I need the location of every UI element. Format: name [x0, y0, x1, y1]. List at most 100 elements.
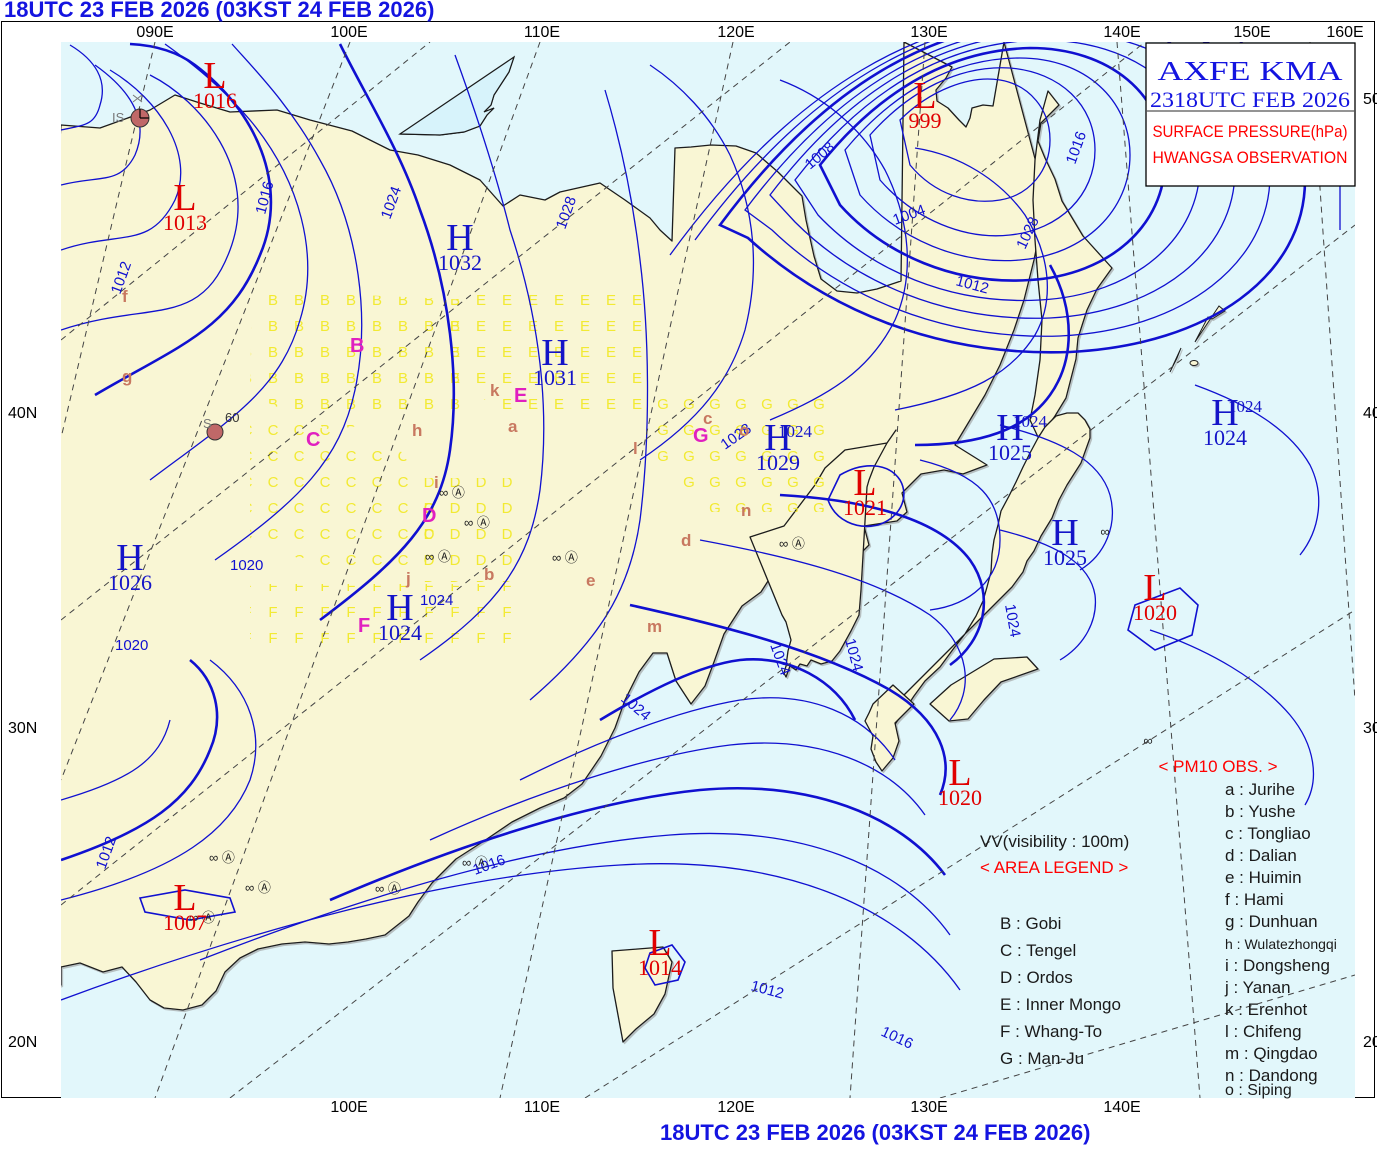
svg-text:∞: ∞: [1143, 733, 1152, 748]
svg-text:1020: 1020: [115, 637, 148, 654]
svg-text:1020: 1020: [230, 557, 263, 574]
svg-text:F : Whang-To: F : Whang-To: [1000, 1022, 1102, 1041]
svg-text:1014: 1014: [638, 955, 682, 980]
svg-text:1032: 1032: [438, 250, 482, 275]
svg-text:1024: 1024: [1203, 425, 1247, 450]
svg-text:k : Erenhot: k : Erenhot: [1225, 1000, 1307, 1019]
svg-text:E : Inner Mongo: E : Inner Mongo: [1000, 995, 1121, 1014]
svg-text:b: b: [484, 565, 494, 584]
svg-text:1025: 1025: [1043, 545, 1087, 570]
svg-text:SURFACE PRESSURE(hPa): SURFACE PRESSURE(hPa): [1153, 122, 1348, 141]
svg-text:40N: 40N: [8, 405, 37, 422]
svg-text:1024: 1024: [378, 620, 422, 645]
svg-text:100E: 100E: [330, 1099, 367, 1116]
svg-text:1020: 1020: [1133, 600, 1177, 625]
svg-text:l : Chifeng: l : Chifeng: [1225, 1022, 1302, 1041]
svg-text:1024: 1024: [1228, 397, 1263, 416]
svg-text:f: f: [122, 287, 128, 306]
svg-text:999: 999: [909, 108, 942, 133]
svg-text:h : Wulatezhongqi: h : Wulatezhongqi: [1225, 936, 1337, 952]
svg-text:o : Siping: o : Siping: [1225, 1082, 1292, 1099]
svg-text:1024: 1024: [778, 422, 813, 441]
svg-text:1021: 1021: [843, 495, 887, 520]
svg-text:E: E: [514, 385, 527, 407]
svg-text:∞ Ⓐ: ∞ Ⓐ: [462, 855, 488, 870]
svg-text:110E: 110E: [524, 1099, 560, 1116]
svg-text:d : Dalian: d : Dalian: [1225, 846, 1297, 865]
svg-text:F: F: [358, 615, 370, 637]
svg-text:S: S: [203, 416, 212, 431]
svg-text:130E: 130E: [910, 24, 947, 41]
svg-text:∞ Ⓐ: ∞ Ⓐ: [209, 850, 235, 865]
svg-text:a : Jurihe: a : Jurihe: [1225, 780, 1295, 799]
svg-text:120E: 120E: [717, 1099, 754, 1116]
svg-text:100E: 100E: [330, 24, 367, 41]
svg-text:1024: 1024: [420, 592, 453, 609]
svg-text:∞ Ⓐ: ∞ Ⓐ: [439, 485, 465, 500]
svg-text:e : Huimin: e : Huimin: [1225, 868, 1302, 887]
svg-text:j: j: [405, 569, 411, 588]
svg-text:110E: 110E: [524, 24, 560, 41]
svg-text:30N: 30N: [8, 720, 37, 737]
svg-text:130E: 130E: [910, 1099, 947, 1116]
svg-text:50N: 50N: [1363, 91, 1377, 108]
svg-text:150E: 150E: [1233, 24, 1270, 41]
svg-text:1007: 1007: [163, 910, 207, 935]
svg-text:1029: 1029: [756, 450, 800, 475]
svg-text:∞ Ⓐ: ∞ Ⓐ: [464, 515, 490, 530]
svg-text:1031: 1031: [533, 365, 577, 390]
svg-text:140E: 140E: [1103, 1099, 1140, 1116]
svg-text:k: k: [490, 381, 500, 400]
svg-text:AXFE KMA: AXFE KMA: [1158, 56, 1344, 86]
svg-text:∞ Ⓐ: ∞ Ⓐ: [552, 550, 578, 565]
svg-text:h: h: [412, 421, 422, 440]
svg-text:1024: 1024: [1013, 412, 1048, 431]
svg-text:< AREA LEGEND >: < AREA LEGEND >: [980, 858, 1128, 877]
svg-text:d: d: [681, 531, 691, 550]
svg-text:1020: 1020: [938, 785, 982, 810]
svg-text:i: i: [434, 473, 439, 492]
svg-text:∞ Ⓐ: ∞ Ⓐ: [779, 536, 805, 551]
svg-text:c: c: [703, 409, 712, 428]
svg-text:f : Hami: f : Hami: [1225, 890, 1284, 909]
svg-text:18UTC 23 FEB 2026 (03KST 24 FE: 18UTC 23 FEB 2026 (03KST 24 FEB 2026): [660, 1120, 1090, 1145]
svg-text:1016: 1016: [193, 88, 237, 113]
svg-text:∞ Ⓐ: ∞ Ⓐ: [245, 880, 271, 895]
svg-text:D : Ordos: D : Ordos: [1000, 968, 1073, 987]
svg-text:18UTC 23 FEB 2026 (03KST 24 FE: 18UTC 23 FEB 2026 (03KST 24 FEB 2026): [4, 0, 434, 22]
svg-text:30N: 30N: [1363, 720, 1377, 737]
svg-text:20N: 20N: [1363, 1034, 1377, 1051]
svg-text:120E: 120E: [717, 24, 754, 41]
svg-text:090E: 090E: [136, 24, 173, 41]
svg-text:2318UTC FEB 2026: 2318UTC FEB 2026: [1150, 87, 1350, 112]
svg-text:m : Qingdao: m : Qingdao: [1225, 1044, 1318, 1063]
svg-text:< PM10 OBS. >: < PM10 OBS. >: [1158, 757, 1277, 776]
svg-text:VV(visibility : 100m): VV(visibility : 100m): [980, 832, 1129, 851]
svg-text:∞: ∞: [1100, 524, 1109, 539]
svg-text:20N: 20N: [8, 1034, 37, 1051]
svg-text:∞ Ⓐ: ∞ Ⓐ: [375, 881, 401, 896]
svg-text:G : Man-Ju: G : Man-Ju: [1000, 1049, 1084, 1068]
svg-text:a: a: [508, 417, 518, 436]
svg-text:D: D: [422, 505, 436, 527]
svg-text:m: m: [647, 617, 662, 636]
svg-text:i : Dongsheng: i : Dongsheng: [1225, 956, 1330, 975]
svg-text:o: o: [739, 421, 749, 440]
svg-text:1013: 1013: [163, 210, 207, 235]
svg-text:HWANGSA OBSERVATION: HWANGSA OBSERVATION: [1153, 148, 1348, 167]
svg-text:C : Tengel: C : Tengel: [1000, 941, 1076, 960]
svg-text:∞ Ⓐ: ∞ Ⓐ: [425, 549, 451, 564]
svg-text:b : Yushe: b : Yushe: [1225, 802, 1296, 821]
svg-text:B: B: [350, 335, 364, 357]
svg-text:c : Tongliao: c : Tongliao: [1225, 824, 1311, 843]
svg-text:160E: 160E: [1326, 24, 1363, 41]
svg-text:40N: 40N: [1363, 405, 1377, 422]
svg-text:l: l: [633, 439, 638, 458]
svg-text:g: g: [122, 367, 132, 386]
svg-text:60: 60: [225, 410, 239, 425]
svg-text:140E: 140E: [1103, 24, 1140, 41]
svg-text:j : Yanan: j : Yanan: [1224, 978, 1291, 997]
svg-text:n: n: [741, 501, 751, 520]
svg-text:1025: 1025: [988, 440, 1032, 465]
svg-text:C: C: [306, 429, 320, 451]
